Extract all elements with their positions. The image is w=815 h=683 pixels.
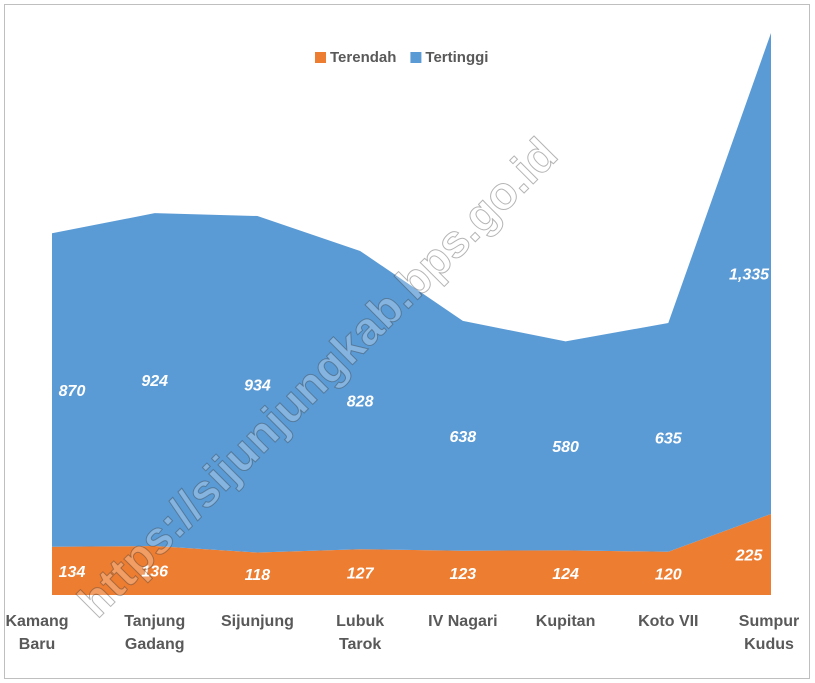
- x-tick-label-line: Gadang: [125, 636, 185, 653]
- data-label: 580: [552, 439, 579, 456]
- x-tick-label-line: Koto VII: [638, 613, 698, 630]
- x-tick-label: Kupitan: [536, 613, 596, 630]
- data-label: 1,335: [729, 267, 770, 284]
- area: [52, 33, 771, 553]
- x-tick-label-line: Kupitan: [536, 613, 596, 630]
- area: [52, 513, 771, 595]
- legend-label: Terendah: [330, 49, 396, 66]
- data-label: 638: [450, 429, 477, 446]
- x-tick-label: Koto VII: [638, 613, 698, 630]
- x-tick-label-line: Lubuk: [336, 613, 384, 630]
- data-label: 635: [655, 431, 683, 448]
- data-label: 134: [59, 564, 86, 581]
- data-label: 127: [347, 565, 375, 582]
- data-label: 118: [245, 567, 271, 584]
- data-label: 934: [244, 377, 271, 394]
- x-tick-label-line: Sijunjung: [221, 613, 294, 630]
- data-label: 124: [552, 566, 579, 583]
- legend-swatch: [410, 52, 422, 63]
- x-tick-label: Sumpur Kudus: [739, 613, 799, 653]
- x-tick-label: Tanjung Gadang: [124, 613, 185, 653]
- x-tick-label: Lubuk Tarok: [336, 613, 384, 653]
- data-label: 924: [141, 373, 168, 390]
- x-tick-label-line: Baru: [19, 636, 55, 653]
- x-tick-label-line: Kudus: [744, 636, 794, 653]
- data-label: 828: [347, 393, 374, 410]
- data-label: 120: [655, 567, 682, 584]
- x-tick-label-line: Tanjung: [124, 613, 185, 630]
- x-tick-label-line: Kamang: [5, 613, 68, 630]
- x-tick-label-line: Tarok: [339, 636, 381, 653]
- legend-label: Tertinggi: [425, 49, 488, 66]
- data-label: 136: [141, 564, 168, 581]
- x-tick-label: Sijunjung: [221, 613, 294, 630]
- data-label: 123: [450, 566, 477, 583]
- data-label: 870: [59, 383, 86, 400]
- x-tick-label-line: Sumpur: [739, 613, 799, 630]
- legend-swatch: [315, 52, 326, 63]
- data-label: 225: [735, 548, 764, 565]
- x-tick-label-line: IV Nagari: [428, 613, 497, 630]
- x-tick-label: IV Nagari: [428, 613, 497, 630]
- x-tick-label: Kamang Baru: [5, 613, 68, 653]
